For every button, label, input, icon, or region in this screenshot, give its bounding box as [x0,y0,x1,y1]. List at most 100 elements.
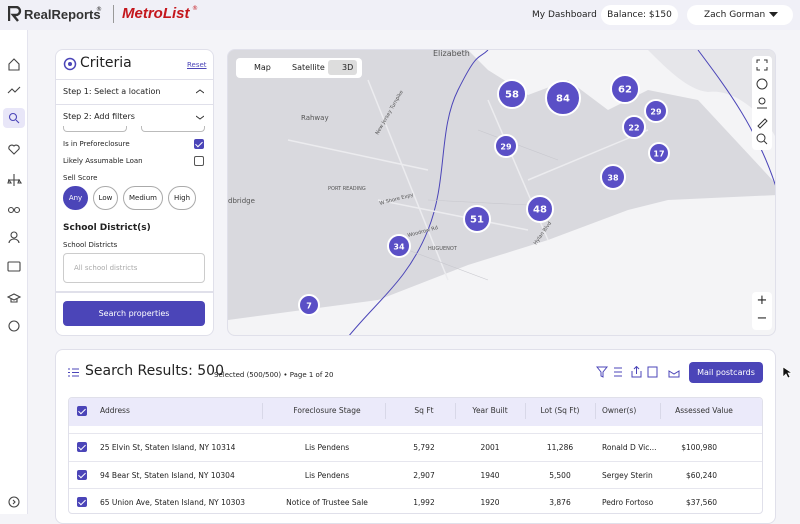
row-divider [69,488,762,489]
column-header[interactable]: Lot (Sq Ft) [540,406,580,415]
divider [113,5,114,23]
table-cell: Ronald D Vic... [602,443,657,452]
map-label: Woodrow Rd [407,225,439,239]
search-button[interactable]: Search properties [63,301,205,326]
map-canvas: Elizabeth Rahway New Jersey Turnpike PORT R… [228,50,775,335]
score-option[interactable]: High [168,186,196,210]
map-tab[interactable]: Map [254,63,271,72]
column-header[interactable]: Sq Ft [414,406,434,415]
column-header[interactable]: Assessed Value [675,406,733,415]
score-option[interactable]: Low [93,186,118,210]
cluster-marker[interactable] [387,234,411,258]
cluster-marker[interactable] [600,164,626,190]
cluster-marker[interactable] [545,80,581,116]
table-cell: 3,876 [549,498,571,507]
home-icon[interactable] [8,58,20,71]
column-divider [660,403,661,419]
map-label: Elizabeth [433,50,470,58]
cluster-marker[interactable] [494,134,518,158]
results-subtitle: Selected (500/500) • Page 1 of 20 [214,371,334,379]
column-header[interactable]: Owner(s) [602,406,637,415]
binoculars-icon[interactable] [7,206,15,214]
zoom-controls[interactable]: + − [752,292,772,330]
column-divider [262,403,263,419]
table-cell: 1940 [480,470,500,480]
map-label: New Jersey Turnpike [375,89,405,136]
map-label: W Shore Expy [379,192,414,207]
checkbox[interactable] [77,497,87,507]
cluster-marker[interactable] [298,294,320,316]
map-tool-icons[interactable] [755,58,769,148]
filter-label: Likely Assumable Loan [63,157,143,165]
reset-link[interactable]: Reset [187,61,207,69]
school-icon[interactable] [6,293,22,303]
map-label: PORT READING [328,186,366,192]
divider [56,79,213,80]
result-actions[interactable] [596,366,682,378]
step-header[interactable]: Step 2: Add filters [63,112,135,121]
partner-mark: ® [192,5,198,12]
table-cell: 1920 [480,498,500,507]
map-tab[interactable]: Satellite [292,63,325,72]
school-input[interactable] [63,253,205,283]
field-label: School Districts [63,241,118,249]
cluster-marker[interactable] [497,79,527,109]
scale-icon[interactable] [7,174,23,186]
sell-score-label: Sell Score [63,174,98,182]
logo-mark: ® [96,6,102,13]
score-option[interactable]: Any [63,186,88,210]
chevron-up [196,89,204,94]
user-icon[interactable] [10,231,18,239]
cluster-marker[interactable] [648,142,670,164]
cluster-count: 29 [500,143,512,152]
nav-link[interactable]: My Dashboard [532,10,597,20]
checkbox[interactable] [77,469,87,480]
column-header[interactable]: Foreclosure Stage [293,406,361,415]
cluster-count: 58 [505,90,519,101]
checkbox[interactable] [194,156,204,166]
map-tab[interactable]: 3D [328,60,358,75]
card-icon[interactable] [7,261,21,272]
partner-logo: MetroList [122,5,190,22]
column-divider [385,403,386,419]
cluster-marker[interactable] [463,205,491,233]
balance[interactable]: Balance: $150 [601,5,678,25]
search-icon[interactable] [8,112,18,122]
checkbox[interactable] [77,406,87,416]
input-edge [141,126,205,132]
score-option[interactable]: Medium [123,186,163,210]
column-header[interactable]: Year Built [472,406,508,415]
cluster-marker[interactable] [526,195,554,223]
logo: RealReports [24,7,101,22]
cluster-marker[interactable] [622,115,646,139]
cluster-count: 17 [653,150,664,159]
placeholder: All school districts [74,264,138,272]
filter-label: Is in Preforeclosure [63,140,130,148]
cluster-count: 38 [607,174,619,183]
help-icon[interactable] [8,320,20,332]
cluster-marker[interactable] [610,74,640,104]
table-cell: 2001 [480,443,500,452]
step-header[interactable]: Step 1: Select a location [63,87,161,96]
table-cell: Pedro Fortoso [602,498,654,507]
dropdown-caret [769,12,778,17]
divider [56,104,213,105]
chevron-down [196,115,204,120]
chart-icon[interactable] [7,86,21,94]
cluster-count: 29 [650,108,662,117]
column-divider [595,403,596,419]
table-cell: 5,792 [413,443,435,452]
user-name: Zach Gorman [704,10,766,20]
checkbox[interactable] [77,442,87,452]
collapse-icon[interactable] [8,496,20,508]
cluster-marker[interactable] [644,99,668,123]
checkbox[interactable] [194,139,204,149]
health-icon[interactable] [8,144,20,155]
map: Elizabeth Rahway New Jersey Turnpike PORT R… [227,49,776,336]
user-menu[interactable] [687,5,793,25]
table-cell: 94 Bear St, Staten Island, NY 10304 [100,470,235,480]
divider [56,291,213,293]
mail-postcards-button[interactable]: Mail postcards [689,362,763,383]
cluster-count: 84 [556,94,570,105]
column-header[interactable]: Address [100,406,130,415]
